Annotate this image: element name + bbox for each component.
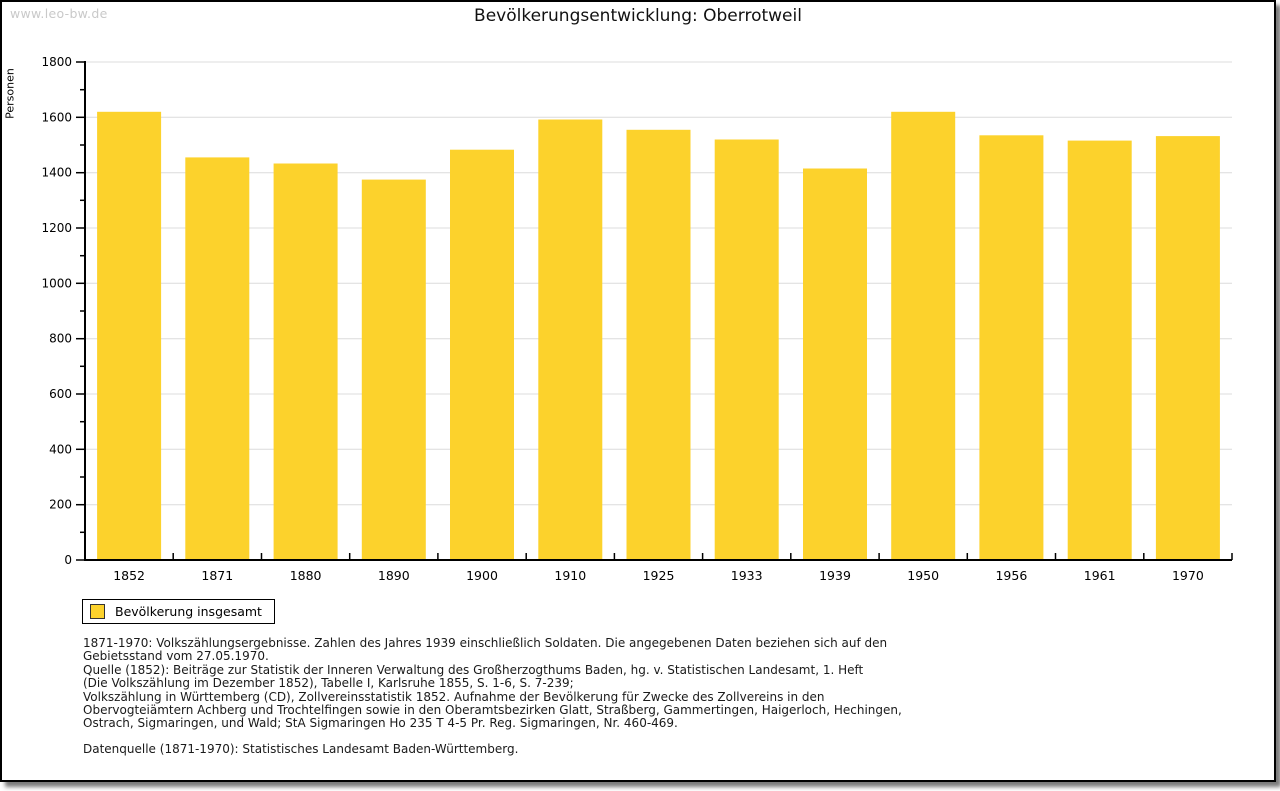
datasource-note: Datenquelle (1871-1970): Statistisches L… xyxy=(83,742,519,756)
population-bar-chart: 0 200 400 600 800 1000 1200 1400 1600 1800 1852 187… xyxy=(41,55,1233,583)
source-note-line: Ostrach, Sigmaringen, und Wald; StA Sigm… xyxy=(83,716,678,731)
svg-text:1900: 1900 xyxy=(466,568,498,583)
bar-1910 xyxy=(538,119,603,560)
source-note-line: 1871-1970: Volkszählungsergebnisse. Zahl… xyxy=(83,636,888,650)
bar-1956 xyxy=(979,135,1044,561)
source-note-line: Gebietsstand vom 27.05.1970. xyxy=(83,649,269,664)
watermark: www.leo-bw.de xyxy=(10,6,108,21)
bar-1950 xyxy=(891,111,956,561)
legend-swatch-icon xyxy=(90,604,105,619)
legend-label: Bevölkerung insgesamt xyxy=(115,604,262,619)
svg-text:1400: 1400 xyxy=(41,166,72,180)
bar-1852 xyxy=(97,111,162,561)
bar-1900 xyxy=(450,149,514,560)
svg-text:800: 800 xyxy=(49,332,72,346)
svg-text:1880: 1880 xyxy=(290,568,322,583)
bar-1961 xyxy=(1067,140,1132,560)
svg-text:1890: 1890 xyxy=(378,568,410,583)
bar-1925 xyxy=(626,129,691,561)
legend: Bevölkerung insgesamt xyxy=(82,599,275,624)
svg-text:1800: 1800 xyxy=(41,55,72,69)
svg-text:1871: 1871 xyxy=(201,568,233,583)
bar-1871 xyxy=(185,157,250,560)
page-title: Bevölkerungsentwicklung: Oberrotweil xyxy=(474,6,802,26)
svg-text:0: 0 xyxy=(64,553,72,567)
svg-text:1910: 1910 xyxy=(554,568,586,583)
svg-text:1956: 1956 xyxy=(995,568,1027,583)
source-notes: 1871-1970: Volkszählungsergebnisse. Zahl… xyxy=(83,636,1183,731)
bar-1939 xyxy=(803,168,867,560)
svg-text:1925: 1925 xyxy=(643,568,675,583)
svg-text:1600: 1600 xyxy=(41,110,72,124)
svg-text:1933: 1933 xyxy=(731,568,763,583)
svg-text:1000: 1000 xyxy=(41,276,72,290)
svg-text:1950: 1950 xyxy=(907,568,939,583)
bar-1890 xyxy=(361,179,426,560)
bar-1933 xyxy=(714,139,779,560)
svg-text:1970: 1970 xyxy=(1172,568,1204,583)
bar-1970 xyxy=(1155,136,1220,560)
svg-text:200: 200 xyxy=(49,498,72,512)
source-note-line: (Die Volkszählung im Dezember 1852), Tab… xyxy=(83,676,574,691)
svg-text:1961: 1961 xyxy=(1084,568,1116,583)
svg-text:1939: 1939 xyxy=(819,568,851,583)
svg-text:1852: 1852 xyxy=(113,568,145,583)
source-note-line: Obervogteiämtern Achberg und Trochtelfin… xyxy=(83,703,902,718)
source-note-line: Volkszählung in Württemberg (CD), Zollve… xyxy=(83,689,825,704)
svg-text:400: 400 xyxy=(49,442,72,456)
bar-1880 xyxy=(273,163,338,560)
svg-text:1200: 1200 xyxy=(41,221,72,235)
source-note-line: Quelle (1852): Beiträge zur Statistik de… xyxy=(83,662,864,677)
svg-text:600: 600 xyxy=(49,387,72,401)
